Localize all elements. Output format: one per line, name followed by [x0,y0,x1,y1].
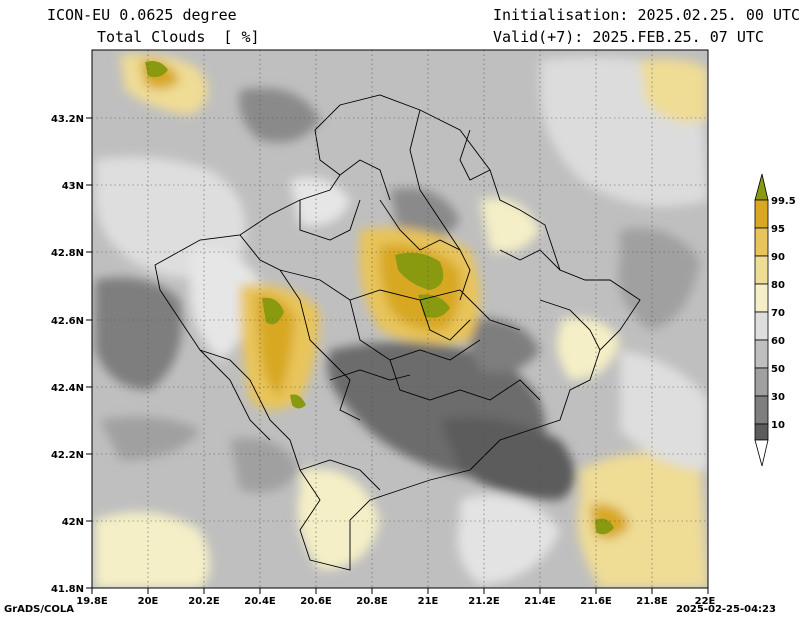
colorbar-swatch [754,283,769,313]
x-tick-label: 21.4E [524,596,556,607]
x-tick-label: 21.8E [636,596,668,607]
x-tick-label: 21.2E [468,596,500,607]
y-tick-label: 43N [62,181,84,192]
colorbar-swatch [754,439,769,467]
footer-credit: GrADS/COLA [4,604,74,615]
map-title-model: ICON-EU 0.0625 degree [47,6,237,24]
y-tick-label: 42.6N [51,316,84,327]
colorbar-swatch [754,255,769,285]
footer-timestamp: 2025-02-25-04:23 [676,604,776,615]
y-tick-label: 42.2N [51,450,84,461]
x-tick-label: 20.2E [188,596,220,607]
colorbar-label: 50 [771,364,785,375]
init-time: Initialisation: 2025.02.25. 00 UTC [493,6,800,24]
x-tick-label: 22E [695,596,716,607]
colorbar-label: 99.5 [771,196,796,207]
tick-marks [86,117,709,594]
colorbar-label: 30 [771,392,785,403]
x-tick-label: 21E [418,596,439,607]
colorbar-label: 70 [771,308,785,319]
colorbar-swatch [754,367,769,397]
graticule [92,50,708,588]
x-tick-label: 20E [138,596,159,607]
valid-time: Valid(+7): 2025.FEB.25. 07 UTC [493,28,764,46]
y-tick-label: 41.8N [51,584,84,595]
colorbar-label: 60 [771,336,785,347]
colorbar-swatch [754,423,769,441]
y-tick-label: 42.8N [51,248,84,259]
x-axis-labels: 19.8E 20E 20.2E 20.4E 20.6E 20.8E 21E 21… [76,596,715,607]
admin-borders [154,94,641,571]
colorbar-swatch [754,311,769,341]
x-tick-label: 19.8E [76,596,108,607]
y-axis-labels: 43.2N 43N 42.8N 42.6N 42.4N 42.2N 42N 41… [51,114,84,595]
x-tick-label: 20.4E [244,596,276,607]
colorbar-swatch [754,173,769,201]
map-title-variable: Total Clouds [ %] [97,28,260,46]
y-tick-label: 42N [62,517,84,528]
plot-frame [91,49,709,589]
x-tick-label: 20.8E [356,596,388,607]
cloud-field [92,50,708,588]
colorbar [754,173,769,467]
colorbar-swatch [754,227,769,257]
y-tick-label: 42.4N [51,383,84,394]
colorbar-label: 80 [771,280,785,291]
x-tick-label: 20.6E [300,596,332,607]
x-tick-label: 21.6E [580,596,612,607]
colorbar-label: 95 [771,224,785,235]
colorbar-labels: 99.5 95 90 80 70 60 50 30 10 [771,196,796,431]
colorbar-label: 10 [771,420,785,431]
y-tick-label: 43.2N [51,114,84,125]
colorbar-swatch [754,395,769,425]
colorbar-swatch [754,339,769,369]
colorbar-swatch [754,199,769,229]
colorbar-label: 90 [771,252,785,263]
